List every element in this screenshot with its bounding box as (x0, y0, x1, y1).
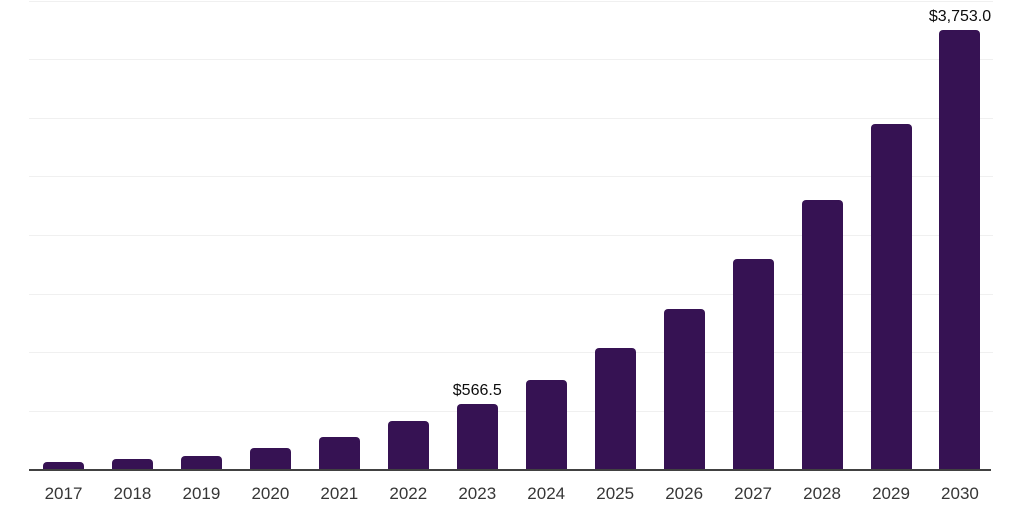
x-tick-2024: 2024 (527, 484, 566, 503)
bar-2029 (870, 123, 912, 470)
x-tick-2027: 2027 (734, 484, 773, 503)
bar-2028 (801, 199, 843, 470)
x-axis-line (29, 469, 991, 471)
gridline-3500 (29, 59, 993, 61)
bar-2022 (387, 421, 429, 470)
x-tick-2030: 2030 (941, 484, 979, 503)
x-tick-2020: 2020 (251, 484, 290, 503)
value-label-2030: $3,753.0 (928, 7, 992, 25)
bar-2020 (249, 448, 291, 470)
x-tick-2017: 2017 (44, 484, 83, 503)
x-tick-2026: 2026 (665, 484, 704, 503)
bar-2018 (111, 459, 153, 470)
x-tick-2019: 2019 (182, 484, 221, 503)
x-tick-2021: 2021 (320, 484, 359, 503)
bar-2027 (732, 258, 774, 470)
gridline-3000 (29, 117, 993, 119)
x-tick-2023: 2023 (458, 484, 497, 503)
bar-2021 (318, 436, 360, 470)
x-tick-2028: 2028 (803, 484, 841, 503)
x-tick-2018: 2018 (113, 484, 152, 503)
gridline-1000 (29, 352, 993, 354)
x-tick-2025: 2025 (596, 484, 635, 503)
bar-2025 (594, 347, 636, 470)
x-tick-2029: 2029 (872, 484, 910, 503)
x-tick-2022: 2022 (389, 484, 428, 503)
bar-2023 (456, 403, 498, 470)
bar-2017 (43, 462, 84, 470)
bar-2024 (525, 379, 567, 470)
bar-2019 (180, 456, 222, 470)
gridline-2500 (29, 176, 993, 178)
gridline-500 (29, 410, 993, 412)
bar-2030 (939, 29, 981, 470)
bar-2026 (663, 309, 705, 470)
gridline-4000 (29, 0, 993, 2)
gridline-1500 (29, 293, 993, 295)
value-label-2023: $566.5 (452, 381, 502, 399)
gridline-2000 (29, 235, 993, 236)
